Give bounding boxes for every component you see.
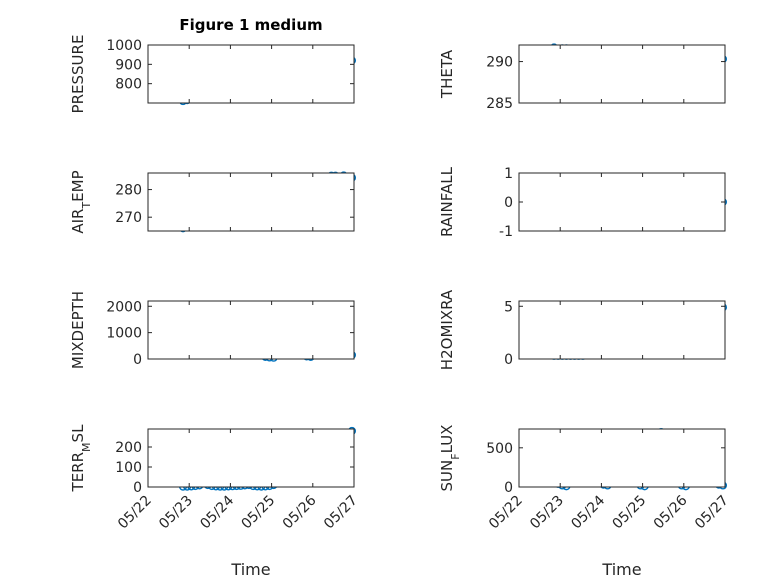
y-tick-label: 1 (504, 166, 513, 182)
subplot-rainfall: -1 0 1 RAINFALL (438, 166, 728, 240)
y-axis-label: AIRTEMP (69, 170, 93, 233)
axes-box (147, 44, 355, 104)
axes-box (147, 428, 355, 488)
axes-box (518, 428, 726, 488)
y-tick-label: 2000 (106, 299, 142, 315)
axes-box (518, 172, 726, 232)
y-tick-label: 285 (486, 96, 513, 112)
y-tick-label: 290 (486, 55, 513, 71)
axes-box (518, 44, 726, 104)
axes-box (147, 172, 355, 232)
y-tick-label: 1000 (106, 326, 142, 342)
x-axis-label-right: Time (601, 560, 641, 579)
axes-box (518, 300, 726, 360)
y-tick-label: 0 (133, 480, 142, 496)
subplot-mixdepth: 0 1000 2000 MIXDEPTH (69, 291, 357, 369)
y-tick-label: 100 (115, 460, 142, 476)
y-tick-label: 0 (133, 352, 142, 368)
y-tick-label: 900 (115, 57, 142, 73)
subplot-air-temp: 270 280 AIRTEMP (69, 170, 357, 234)
y-tick-label: 800 (115, 77, 142, 93)
y-tick-label: 0 (504, 195, 513, 211)
y-tick-label: 280 (115, 183, 142, 199)
y-axis-label: THETA (438, 49, 456, 99)
y-axis-label: H2OMIXRA (438, 289, 456, 370)
figure-title: Figure 1 medium (179, 16, 322, 34)
y-tick-label: 500 (486, 441, 513, 457)
y-tick-label: 270 (115, 210, 142, 226)
y-tick-label: 0 (504, 352, 513, 368)
subplot-pressure: 800 900 1000 PRESSURE (69, 35, 357, 114)
y-tick-label: 200 (115, 440, 142, 456)
y-axis-label: PRESSURE (69, 35, 87, 114)
x-axis-label-left: Time (230, 560, 270, 579)
subplot-theta: 285 290 THETA (438, 43, 728, 112)
y-tick-label: 5 (504, 299, 513, 315)
y-axis-label: MIXDEPTH (69, 291, 87, 369)
y-tick-label: 0 (504, 480, 513, 496)
subplot-h2omixra: 0 5 H2OMIXRA (438, 289, 728, 370)
axes-box (147, 300, 355, 360)
y-tick-label: -1 (499, 224, 513, 240)
y-axis-label: TERRMSL (69, 424, 93, 493)
y-axis-label: RAINFALL (438, 166, 456, 237)
y-tick-label: 1000 (106, 38, 142, 54)
y-axis-label: SUNFLUX (438, 425, 462, 492)
